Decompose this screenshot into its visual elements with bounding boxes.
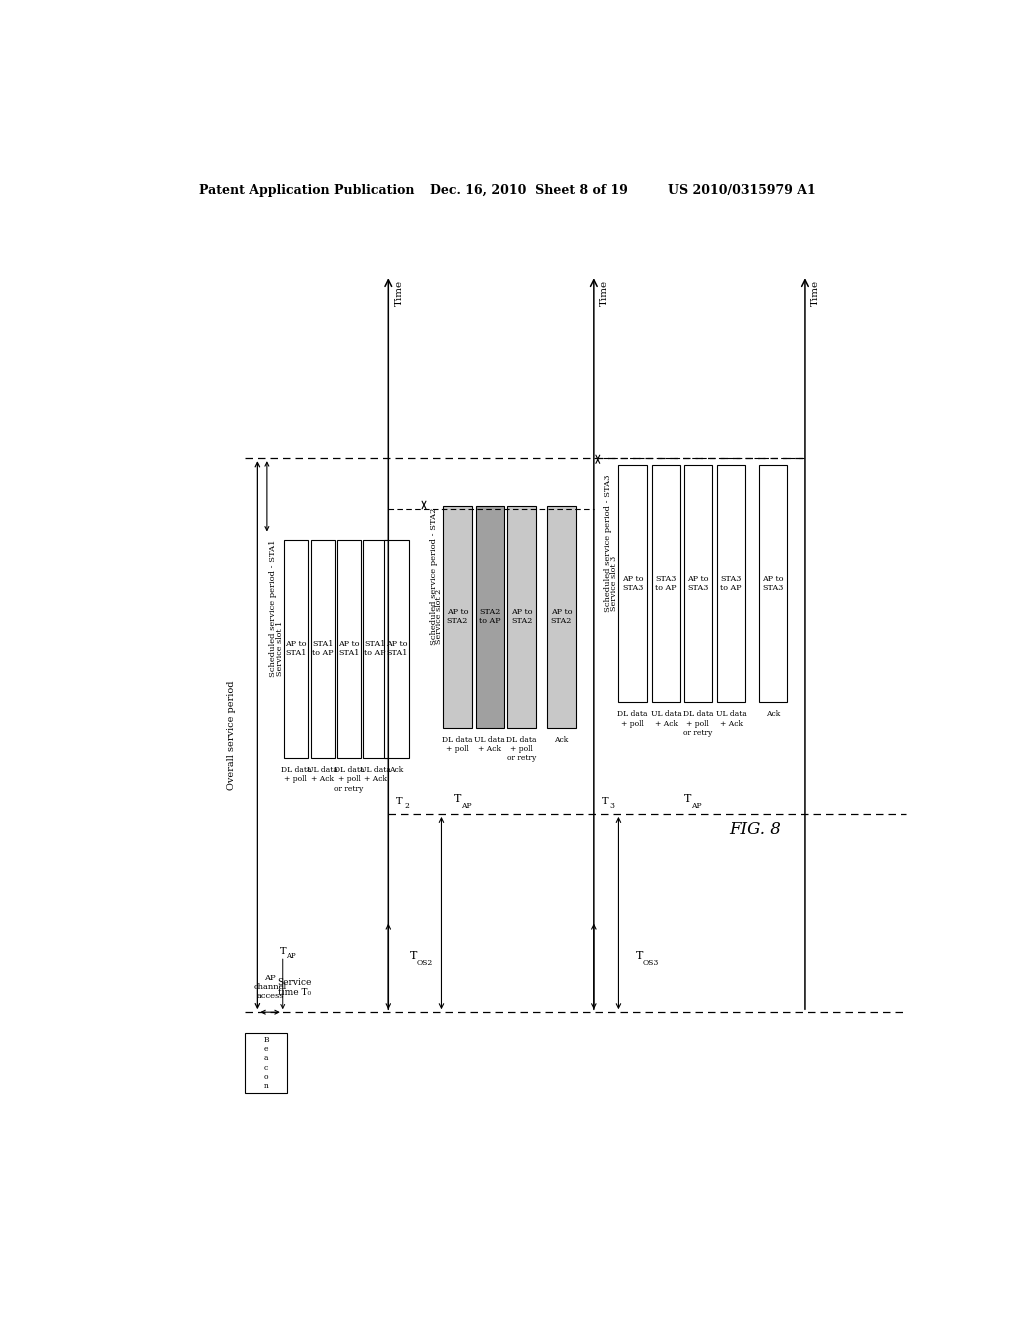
Bar (384, 540, 409, 758)
Text: UL data
+ Ack: UL data + Ack (307, 766, 338, 783)
Text: AP
channel
access: AP channel access (253, 974, 287, 1001)
Bar (337, 540, 361, 758)
Text: Service slot 2: Service slot 2 (435, 589, 443, 644)
Bar (284, 540, 308, 758)
Text: Overall service period: Overall service period (226, 680, 236, 789)
Text: STA1
to AP: STA1 to AP (365, 640, 386, 657)
Text: Ack: Ack (766, 710, 780, 718)
Text: B
e
a
c
o
n: B e a c o n (263, 1036, 269, 1090)
Bar (443, 506, 472, 727)
Text: US 2010/0315979 A1: US 2010/0315979 A1 (668, 183, 815, 197)
Text: Ack: Ack (554, 735, 568, 743)
Text: DL data
+ poll: DL data + poll (617, 710, 648, 727)
Bar (475, 506, 504, 727)
Text: DL data
+ poll
or retry: DL data + poll or retry (683, 710, 713, 737)
Text: 2: 2 (404, 803, 409, 810)
Text: Time: Time (394, 280, 403, 306)
Text: Time: Time (600, 280, 609, 306)
Text: STA3
to AP: STA3 to AP (655, 576, 677, 593)
Bar (310, 540, 335, 758)
Text: DL data
+ poll
or retry: DL data + poll or retry (507, 735, 537, 762)
Text: AP to
STA3: AP to STA3 (687, 576, 709, 593)
Text: DL data
+ poll: DL data + poll (281, 766, 311, 783)
Bar (246, 1032, 287, 1093)
Text: AP to
STA1: AP to STA1 (285, 640, 306, 657)
Text: AP to
STA3: AP to STA3 (622, 576, 643, 593)
Text: AP to
STA1: AP to STA1 (386, 640, 408, 657)
Bar (759, 466, 787, 702)
Text: STA2
to AP: STA2 to AP (479, 609, 501, 626)
Text: Dec. 16, 2010  Sheet 8 of 19: Dec. 16, 2010 Sheet 8 of 19 (430, 183, 628, 197)
Text: AP to
STA3: AP to STA3 (763, 576, 784, 593)
Text: Ack: Ack (389, 766, 403, 775)
Bar (362, 540, 387, 758)
Text: T: T (396, 797, 402, 805)
Text: Scheduled service period - STA1: Scheduled service period - STA1 (269, 540, 278, 677)
Bar (618, 466, 647, 702)
Text: 3: 3 (609, 803, 614, 810)
Text: STA1
to AP: STA1 to AP (312, 640, 334, 657)
Bar (507, 506, 536, 727)
Text: OS2: OS2 (417, 960, 433, 968)
Text: T: T (602, 797, 608, 805)
Text: AP: AP (691, 801, 702, 810)
Bar (652, 466, 680, 702)
Text: OS3: OS3 (643, 960, 659, 968)
Text: AP to
STA2: AP to STA2 (511, 609, 532, 626)
Text: Patent Application Publication: Patent Application Publication (200, 183, 415, 197)
Text: AP to
STA2: AP to STA2 (446, 609, 468, 626)
Text: T: T (280, 946, 286, 956)
Text: T: T (636, 952, 643, 961)
Text: Scheduled service period - STA3: Scheduled service period - STA3 (604, 474, 612, 612)
Bar (547, 506, 575, 727)
Text: FIG. 8: FIG. 8 (729, 821, 781, 838)
Bar (717, 466, 745, 702)
Text: DL data
+ poll
or retry: DL data + poll or retry (334, 766, 365, 792)
Text: STA3
to AP: STA3 to AP (721, 576, 741, 593)
Text: T: T (454, 793, 461, 804)
Text: UL data
+ Ack: UL data + Ack (474, 735, 505, 752)
Text: Service slot 1: Service slot 1 (276, 622, 285, 676)
Text: AP to
STA2: AP to STA2 (551, 609, 572, 626)
Text: Service
time T₀: Service time T₀ (278, 978, 312, 997)
Text: DL data
+ poll: DL data + poll (442, 735, 473, 752)
Text: Time: Time (811, 280, 820, 306)
Bar (684, 466, 712, 702)
Text: AP: AP (461, 801, 472, 810)
Text: AP to
STA1: AP to STA1 (338, 640, 359, 657)
Text: UL data
+ Ack: UL data + Ack (359, 766, 390, 783)
Text: AP: AP (286, 952, 296, 960)
Text: T: T (410, 952, 417, 961)
Text: T: T (684, 793, 691, 804)
Text: Service slot 3: Service slot 3 (610, 556, 618, 611)
Text: UL data
+ Ack: UL data + Ack (716, 710, 746, 727)
Text: UL data
+ Ack: UL data + Ack (650, 710, 682, 727)
Text: Scheduled service period - STA2: Scheduled service period - STA2 (429, 507, 437, 645)
